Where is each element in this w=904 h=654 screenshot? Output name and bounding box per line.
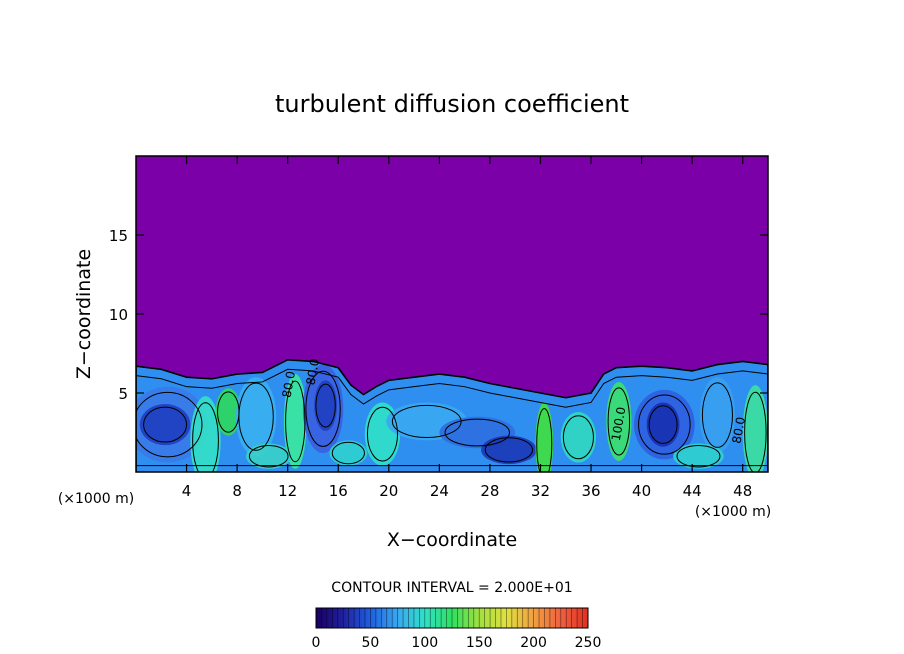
contour-line [238,382,274,451]
contour-line [562,415,594,460]
colorbar: 0 50 100 150 200 250 [312,607,602,651]
field-blob [699,377,736,454]
y-tick-label: 5 [118,385,128,403]
field-blob [329,440,368,466]
contour-line [315,383,336,428]
x-tick-label: 12 [278,482,297,500]
colorbar-tick-label: 150 [466,635,493,651]
x-tick-label: 44 [683,482,702,500]
contour-line [391,404,462,439]
x-tick-label: 8 [232,482,242,500]
y-tick-label: 15 [109,227,128,245]
colorbar-ticks: 0 50 100 150 200 250 [312,635,602,651]
field-blob [560,411,597,463]
colorbar-tick-label: 50 [361,635,379,651]
contour-lines [136,359,768,472]
contour-line [744,391,767,472]
x-tick-label: 16 [329,482,348,500]
contour-line [192,402,219,472]
contour-line [285,380,306,463]
contour-line [305,370,341,447]
contour-line [536,408,553,472]
y-axis-ticks: 5 10 15 [109,227,768,403]
field-blob [742,385,768,472]
field-blob [215,388,241,436]
colorbar-tick-label: 0 [312,635,321,651]
contour-line-boundary [136,359,768,472]
contour-line [444,418,511,447]
x-tick-label: 48 [733,482,752,500]
field-blob [673,443,724,469]
x-tick-label: 24 [430,482,449,500]
contour-line [366,406,399,462]
field-blob [235,377,277,457]
contour-label: 80.0 [730,416,748,445]
contour-line [143,406,188,443]
field-blob [646,402,680,447]
field-blob [535,402,554,472]
contour-line [676,444,721,468]
contour-line [701,382,733,448]
field-blob [139,404,191,446]
y-axis-label: Z−coordinate [73,249,95,379]
x-axis-ticks: 4 8 12 16 20 24 28 32 36 40 44 48 [182,156,752,500]
colorbar-tick-label: 200 [520,635,547,651]
x-tick-label: 32 [531,482,550,500]
contour-line [136,391,203,458]
y-tick-label: 10 [109,306,128,324]
field-blob [314,380,337,431]
colorbar-tick-label: 250 [575,635,602,651]
contour-line [638,394,691,455]
field-blob [190,396,221,472]
x-tick-label: 36 [581,482,600,500]
colorbar-stripes [321,608,583,628]
diffusion-field [136,359,768,472]
contour-line [607,387,631,456]
x-tick-label: 20 [379,482,398,500]
colorbar-tick-label: 100 [411,635,438,651]
x-tick-label: 4 [182,482,192,500]
x-tick-label: 40 [632,482,651,500]
x-unit-left: (×1000 m) [58,491,134,507]
x-tick-label: 28 [480,482,499,500]
field-blob [245,443,292,469]
contour-label: 100.0 [609,406,629,442]
contour-label: 80.0 [304,357,322,386]
field-blob [606,381,632,461]
contour-line [484,437,534,463]
contour-label: 80.0 [280,370,298,399]
contour-line [136,368,768,408]
contour-line [248,444,289,468]
contour-line [648,405,678,444]
x-unit-right: (×1000 m) [695,504,771,520]
turbulent-layer [136,359,768,472]
contour-interval-note: CONTOUR INTERVAL = 2.000E+01 [331,580,572,596]
contour-line [331,441,365,465]
chart-title: turbulent diffusion coefficient [275,90,629,118]
x-axis-label: X−coordinate [387,529,517,551]
plot-area: 80.0 80.0 100.0 80.0 [135,155,769,473]
field-blob [481,435,537,465]
contour-labels: 80.0 80.0 100.0 80.0 [280,357,748,444]
field-blob [283,374,307,469]
